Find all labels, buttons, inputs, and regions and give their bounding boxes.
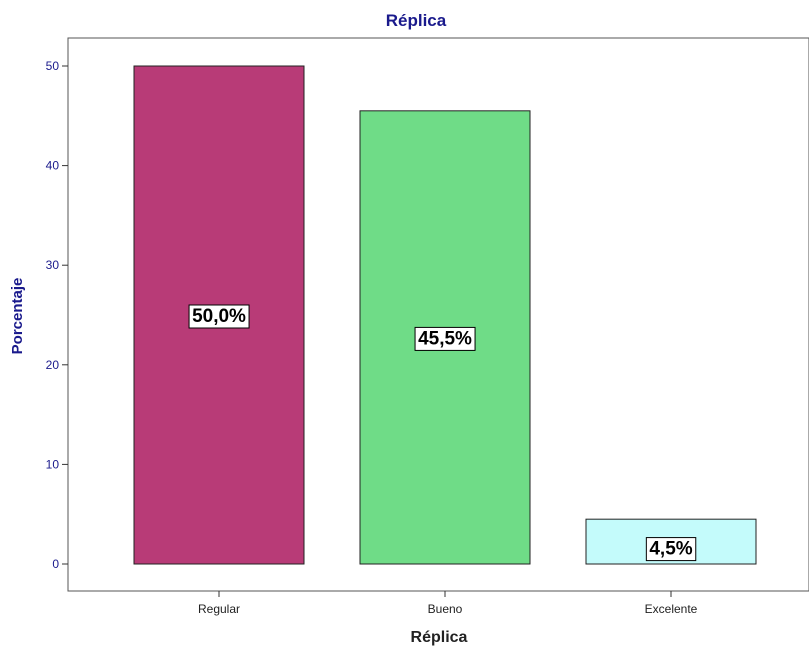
data-label-text: 4,5% bbox=[649, 539, 692, 560]
y-axis: 0 10 20 30 40 50 bbox=[46, 59, 68, 571]
x-tick-label: Excelente bbox=[645, 602, 698, 616]
data-label-text: 50,0% bbox=[192, 306, 246, 327]
y-tick-label: 40 bbox=[46, 159, 60, 173]
data-label-regular: 50,0% bbox=[188, 304, 250, 329]
y-tick-label: 0 bbox=[52, 557, 59, 571]
data-label-box bbox=[414, 326, 476, 351]
data-label-text: 45,5% bbox=[418, 328, 472, 349]
data-label-box bbox=[645, 537, 697, 562]
y-tick-label: 20 bbox=[46, 358, 60, 372]
y-axis-label: Porcentaje bbox=[9, 278, 26, 355]
x-tick-label: Bueno bbox=[428, 602, 463, 616]
data-labels-group: 50,0% 45,5% 4,5% bbox=[188, 304, 697, 562]
data-label-bueno: 45,5% bbox=[414, 326, 476, 351]
data-label-box bbox=[188, 304, 250, 329]
data-label-excelente: 4,5% bbox=[645, 537, 697, 562]
bars-group bbox=[133, 65, 757, 565]
x-tick-label: Regular bbox=[198, 602, 240, 616]
chart-title: Réplica bbox=[386, 11, 447, 30]
y-tick-label: 30 bbox=[46, 258, 60, 272]
y-tick-label: 10 bbox=[46, 457, 60, 471]
y-tick-label: 50 bbox=[46, 59, 60, 73]
x-axis-label: Réplica bbox=[411, 629, 468, 646]
x-axis: Regular Bueno Excelente bbox=[198, 591, 698, 616]
